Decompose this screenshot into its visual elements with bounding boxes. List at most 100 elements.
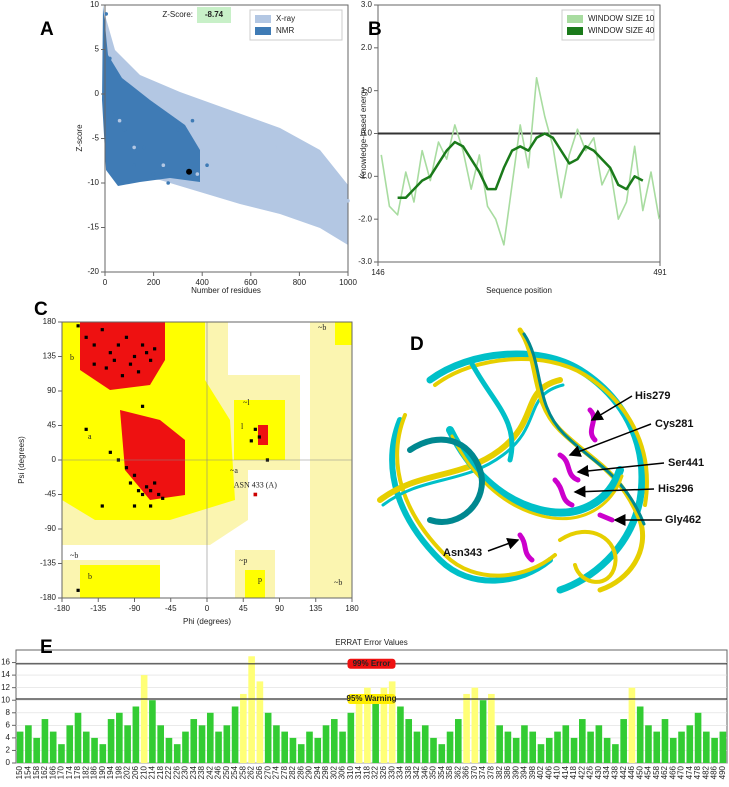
point [261, 199, 265, 203]
x-tick-label: 354 [437, 765, 446, 779]
x-tick-label: 0 [103, 278, 108, 287]
x-tick-label: 182 [81, 765, 90, 779]
region-label: b [70, 353, 74, 362]
bar [99, 744, 107, 763]
x-tick-label: 242 [205, 765, 214, 779]
y-tick-label: 135 [43, 352, 57, 361]
point [132, 145, 136, 150]
bar [231, 706, 239, 763]
bar [157, 725, 164, 763]
x-axis-label: Sequence position [486, 286, 552, 295]
x-tick-label: 298 [321, 765, 330, 779]
y-tick-label: 16 [1, 658, 10, 667]
x-axis-label: Number of residues [191, 286, 261, 295]
x-tick-label: 226 [172, 765, 181, 779]
x-tick-label: 162 [40, 765, 49, 779]
bar [529, 731, 537, 763]
bar [264, 712, 272, 763]
x-tick-label: 154 [24, 765, 33, 779]
bar [463, 693, 470, 763]
region-label: ~a [230, 466, 238, 475]
x-tick-label: 474 [685, 765, 694, 779]
residue-callouts [487, 395, 665, 552]
bar [132, 706, 140, 763]
bar [496, 725, 503, 763]
point [336, 216, 341, 221]
bar [430, 737, 437, 763]
legend-swatch [567, 15, 583, 23]
x-tick-label: 286 [296, 765, 305, 779]
bar [33, 737, 40, 763]
y-tick-label: 0.0 [361, 129, 373, 138]
bar [215, 731, 222, 763]
y-tick-label: -135 [40, 559, 57, 568]
bar [471, 687, 479, 763]
x-tick-label: 135 [309, 604, 323, 613]
x-tick-label: 202 [123, 765, 132, 779]
x-axis-label: Phi (degrees) [183, 617, 231, 626]
x-tick-label: 442 [619, 765, 628, 779]
point [157, 492, 161, 497]
bar [703, 731, 710, 763]
residue-label: Gly462 [665, 514, 701, 526]
x-tick-label: 342 [412, 765, 421, 779]
x-tick-label: 180 [345, 604, 359, 613]
x-tick-label: 470 [677, 765, 686, 779]
legend-box [249, 9, 343, 41]
residue-label: Cys281 [655, 418, 694, 430]
panel-letter: C [34, 299, 48, 320]
point [140, 492, 145, 497]
x-tick-label: 270 [263, 765, 272, 779]
point [144, 485, 149, 489]
x-tick-label: 800 [293, 278, 307, 287]
y-tick-label: 5 [95, 45, 100, 54]
bar [388, 681, 396, 763]
y-tick-label: -90 [44, 524, 56, 533]
bar [297, 744, 305, 763]
bar [719, 731, 727, 763]
x-tick-label: -135 [90, 604, 107, 613]
bar [124, 725, 131, 763]
y-axis-label: Psi (degrees) [17, 436, 26, 484]
x-tick-label: 374 [478, 765, 487, 779]
bar [537, 744, 545, 763]
x-tick-label: 294 [313, 765, 322, 779]
region-label: b [88, 572, 92, 581]
point [84, 335, 88, 339]
bar [339, 731, 346, 763]
x-tick-label: 414 [561, 765, 570, 779]
x-tick-label: 390 [511, 765, 520, 779]
x-tick-label: 426 [586, 765, 595, 779]
x-tick-label: 491 [653, 268, 667, 277]
point [346, 199, 350, 203]
x-tick-label: 258 [238, 765, 247, 779]
y-tick-label: 0 [95, 89, 100, 98]
y-tick-label: -3.0 [358, 257, 372, 266]
bar [446, 731, 454, 763]
y-tick-label: 0 [52, 455, 57, 464]
bar [289, 737, 297, 763]
bar [347, 712, 355, 763]
x-tick-label: 282 [288, 765, 297, 779]
x-tick-label: 394 [520, 765, 529, 779]
bar [504, 731, 512, 763]
y-axis-label: Z-score [75, 124, 84, 152]
series-line [380, 77, 660, 246]
bar [41, 719, 49, 763]
bar [364, 687, 371, 763]
y-tick-label: 2.0 [361, 43, 373, 52]
point [100, 504, 104, 508]
bar [223, 725, 231, 763]
nmr-cloud [102, 5, 200, 186]
point [100, 328, 104, 332]
bar [545, 737, 553, 763]
bar [49, 731, 57, 763]
point [212, 136, 217, 141]
x-tick-label: 490 [718, 765, 727, 779]
point [104, 366, 108, 370]
x-tick-label: 346 [420, 765, 429, 779]
x-tick-label: 166 [48, 765, 57, 779]
point [151, 172, 156, 176]
legend-label: WINDOW SIZE 10 [588, 14, 655, 23]
residue-label: His296 [658, 483, 693, 495]
